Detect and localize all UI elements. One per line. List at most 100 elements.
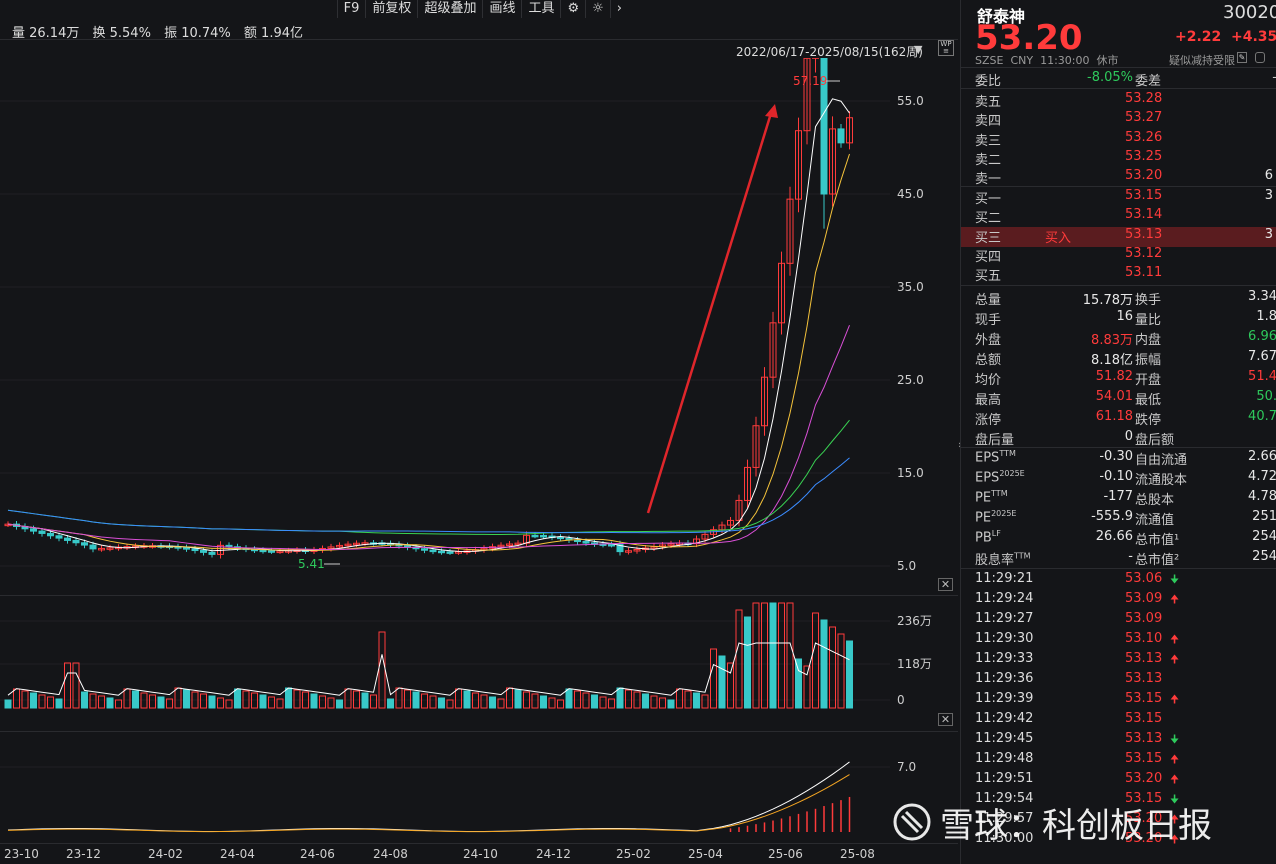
fund-label: EPS [975, 450, 1000, 466]
volume-bar [803, 665, 811, 709]
toolbar-adjust-button[interactable]: 前复权 [365, 0, 417, 18]
order-price: 53.27 [1125, 110, 1163, 126]
volume-bar [251, 692, 258, 709]
brightness-icon[interactable]: ☼ [585, 0, 610, 18]
order-level-label: 买四 [975, 249, 1002, 265]
tick-row[interactable]: 11:29:27 53.09 [975, 611, 1276, 631]
committee-ratio-label: 委比 [975, 74, 1002, 89]
tick-row[interactable]: 11:29:48 53.15 🠉 [975, 751, 1276, 771]
candle [268, 550, 275, 553]
order-book-row[interactable]: 卖五 53.28 [975, 91, 1276, 111]
order-book-row[interactable]: 买四 53.12 [975, 246, 1276, 266]
close-indicator-panel-icon[interactable]: ✕ [938, 713, 953, 726]
close-volume-panel-icon[interactable]: ✕ [938, 578, 953, 591]
price-change: +2.22 [1175, 29, 1222, 45]
tick-price: 53.20 [1125, 811, 1163, 826]
divider [961, 285, 1276, 286]
tick-row[interactable]: 11:29:45 53.13 🠋 [975, 731, 1276, 751]
candle [744, 466, 751, 501]
stat-label: 涨停 [975, 413, 1002, 428]
stat-value: 16 [1116, 309, 1133, 324]
risk-note[interactable]: 疑似减持受限 [1169, 54, 1235, 67]
indicator-chart[interactable]: 7.0 [0, 731, 958, 843]
order-book-row[interactable]: 买五 53.11 [975, 265, 1276, 285]
tick-row[interactable]: 11:29:39 53.15 🠉 [975, 691, 1276, 711]
candle [200, 550, 207, 553]
candlestick-chart[interactable]: 55.0 45.0 35.0 25.0 15.0 5.0 57.19 5.41 [0, 58, 958, 576]
stat-value: 54.01 [1095, 389, 1133, 404]
moving-average-line [7, 98, 850, 553]
tick-row[interactable]: 11:29:42 53.15 [975, 711, 1276, 731]
volume-bar [531, 693, 539, 709]
toolbar-tools-button[interactable]: 工具 [521, 0, 560, 18]
stat-amplitude: 振 10.74% [164, 26, 231, 41]
toolbar-f9-button[interactable]: F9 [336, 0, 366, 18]
y-tick-label: 236万 [897, 614, 932, 628]
order-book-row[interactable]: 卖一 53.20 6 [975, 168, 1276, 188]
tick-row[interactable]: 11:30:00 53.20 🠉 [975, 831, 1276, 851]
tick-row[interactable]: 11:29:21 53.06 🠋 [975, 571, 1276, 591]
fund-value: 4.72 [1248, 469, 1276, 484]
chart-toolbar: F9 前复权 超级叠加 画线 工具 ⚙ ☼ › [336, 0, 628, 18]
tick-price: 53.20 [1125, 831, 1163, 846]
volume-bar [463, 690, 471, 709]
candle [701, 533, 709, 540]
stats-row: 外盘 8.83万 内盘 6.96 [975, 329, 1276, 349]
tick-row[interactable]: 11:29:54 53.15 🠋 [975, 791, 1276, 811]
volume-bar [812, 612, 819, 709]
stats-row: 涨停 61.18 跌停 40.7 [975, 409, 1276, 429]
gear-icon[interactable]: ⚙ [560, 0, 585, 18]
candle [846, 117, 853, 144]
tick-price: 53.09 [1125, 611, 1163, 626]
order-book-row[interactable]: 买一 53.15 3 [975, 188, 1276, 208]
toolbar-overlay-button[interactable]: 超级叠加 [417, 0, 482, 18]
candle [276, 550, 284, 554]
volume-chart[interactable]: 236万 118万 0 [0, 595, 958, 713]
tick-row[interactable]: 11:29:57 53.20 🠉 [975, 811, 1276, 831]
x-tick-label: 24-02 [148, 847, 183, 861]
tick-row[interactable]: 11:29:36 53.13 [975, 671, 1276, 691]
toolbar-draw-button[interactable]: 画线 [482, 0, 521, 18]
order-book-row[interactable]: 买二 53.14 [975, 207, 1276, 227]
low-price-label: 5.41 [298, 557, 325, 571]
volume-bar [285, 687, 292, 709]
range-dropdown-icon[interactable]: ▼ [914, 43, 923, 56]
fundamental-row: EPSTTM -0.30 自由流通 2.66 [975, 449, 1276, 469]
order-book-row[interactable]: 卖三 53.26 [975, 130, 1276, 150]
x-tick-label: 25-08 [840, 847, 875, 861]
y-tick-label: 7.0 [897, 760, 916, 774]
volume-bar [64, 662, 71, 709]
stat-value: 6.96 [1248, 329, 1276, 344]
tick-time: 11:29:57 [975, 811, 1034, 826]
stat-label: 内盘 [1135, 333, 1162, 348]
candle [778, 262, 785, 324]
wp-icon[interactable]: WP ≡ [938, 40, 954, 56]
indicator-line-slow [7, 774, 850, 833]
candle [557, 536, 564, 540]
order-level-label: 卖一 [975, 172, 1002, 188]
order-book-row[interactable]: 卖四 53.27 [975, 110, 1276, 130]
volume-bar [123, 688, 131, 709]
pencil-icon[interactable]: ✎ [1237, 52, 1247, 63]
stat-label: 盘后额 [1135, 433, 1175, 448]
y-tick-label: 45.0 [897, 187, 924, 201]
tick-row[interactable]: 11:29:51 53.20 🠉 [975, 771, 1276, 791]
order-book-row[interactable]: 买三 买入 53.13 3 [961, 226, 1276, 247]
volume-bar [234, 688, 241, 709]
tick-row[interactable]: 11:29:33 53.13 🠉 [975, 651, 1276, 671]
volume-bar [429, 695, 437, 709]
candle [208, 551, 216, 555]
fund-label: 总股本 [1135, 493, 1175, 508]
volume-bar [837, 633, 845, 709]
order-book-row[interactable]: 卖二 53.25 [975, 149, 1276, 169]
lock-icon[interactable] [1255, 52, 1265, 63]
volume-bar [38, 694, 46, 709]
date-range[interactable]: 2022/06/17-2025/08/15(162周) [736, 45, 923, 59]
volume-bar [217, 697, 224, 709]
tick-row[interactable]: 11:29:30 53.10 🠉 [975, 631, 1276, 651]
tick-row[interactable]: 11:29:24 53.09 🠉 [975, 591, 1276, 611]
volume-bar [310, 693, 318, 709]
candle [47, 532, 54, 537]
high-price-label: 57.19 [793, 74, 827, 88]
chevron-right-icon[interactable]: › [609, 0, 628, 18]
